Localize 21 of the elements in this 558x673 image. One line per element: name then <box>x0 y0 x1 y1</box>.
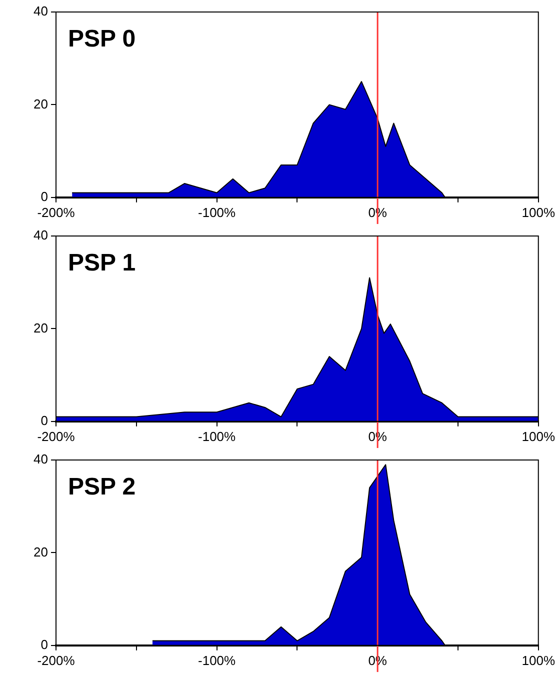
text: PSP 2 <box>68 474 136 501</box>
x-tick-label: -200% <box>37 652 76 668</box>
y-tick-label: 20 <box>34 96 48 112</box>
y-tick-label: 0 <box>40 188 48 204</box>
y-tick-label: 40 <box>34 228 48 243</box>
text: PSP 1 <box>68 250 136 277</box>
y-tick-label: 40 <box>34 4 48 19</box>
y-tick-label: 0 <box>40 636 48 652</box>
x-tick-label: -100% <box>198 652 236 668</box>
y-tick-label: 20 <box>34 320 48 336</box>
x-tick-label: 100% <box>522 204 556 220</box>
y-tick-label: 20 <box>34 544 48 560</box>
y-tick-label: 40 <box>34 452 48 467</box>
x-tick-label: -100% <box>198 204 236 220</box>
x-tick-label: 100% <box>522 652 556 668</box>
x-tick-label: 100% <box>522 428 556 444</box>
x-tick-label: -200% <box>37 428 76 444</box>
x-tick-label: -100% <box>198 428 236 444</box>
text: PSP 0 <box>68 26 136 53</box>
x-tick-label: -200% <box>37 204 76 220</box>
y-tick-label: 0 <box>40 412 48 428</box>
